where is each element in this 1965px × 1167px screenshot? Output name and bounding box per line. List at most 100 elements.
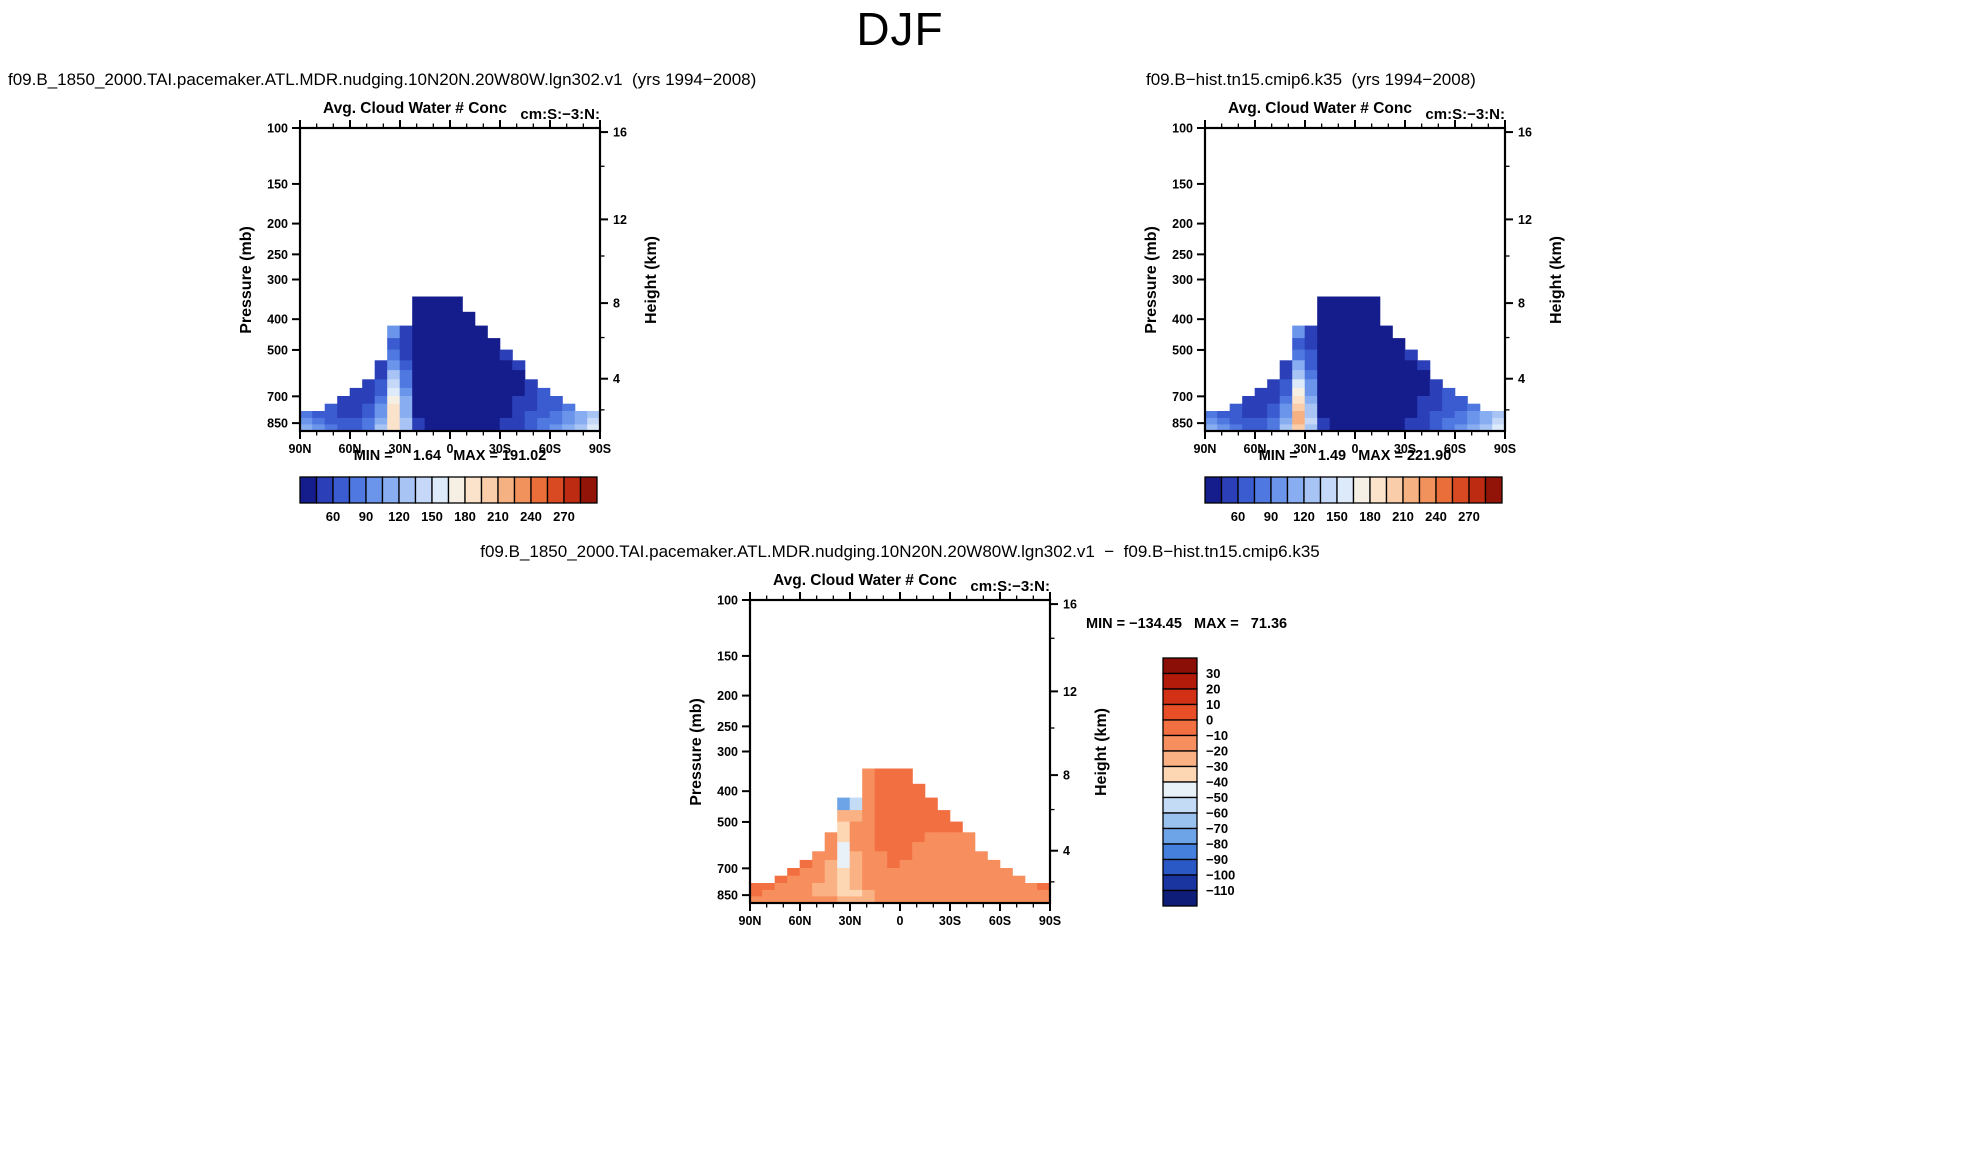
contour-cell — [1254, 387, 1268, 397]
contour-cell — [1429, 396, 1443, 405]
contour-cell — [1392, 417, 1406, 426]
colorbar-box — [332, 476, 351, 504]
contour-cell — [1392, 411, 1406, 419]
contour-cell — [1024, 889, 1038, 898]
contour-cell — [837, 832, 851, 843]
contour-cell — [412, 403, 426, 412]
contour-cell — [874, 889, 888, 898]
contour-cell — [437, 338, 451, 351]
contour-cell — [499, 387, 513, 397]
colorbar-label: 240 — [520, 509, 542, 524]
colorbar-label: 20 — [1206, 682, 1220, 697]
contour-cell — [1367, 387, 1381, 397]
colorbar-label: 180 — [1359, 509, 1381, 524]
colorbar-label: 150 — [1326, 509, 1348, 524]
contour-cell — [837, 883, 851, 891]
contour-cell — [974, 889, 988, 898]
contour-cell — [412, 325, 426, 339]
contour-cell — [424, 379, 438, 389]
contour-cell — [1354, 338, 1368, 351]
y-tick-label: 850 — [267, 417, 288, 431]
contour-cell — [987, 875, 1001, 884]
contour-cell — [1037, 896, 1051, 904]
contour-cell — [387, 360, 401, 371]
contour-cell — [399, 424, 413, 432]
contour-cell — [399, 338, 413, 351]
contour-cell — [1279, 360, 1293, 371]
contour-cell — [1354, 379, 1368, 389]
x-tick-label: 30S — [489, 442, 511, 456]
contour-cell — [474, 424, 488, 432]
y-tick-label: 300 — [1172, 273, 1193, 287]
contour-cell — [412, 296, 426, 313]
contour-cell — [1317, 379, 1331, 389]
contour-cell — [1367, 311, 1381, 327]
panel-a-title: Avg. Cloud Water # Conc — [322, 100, 507, 117]
contour-cell — [512, 396, 526, 405]
contour-cell — [937, 868, 951, 877]
contour-cell — [762, 889, 776, 898]
contour-cell — [337, 411, 351, 419]
contour-cell — [899, 875, 913, 884]
colorbar-box — [1162, 750, 1198, 768]
contour-cell — [1037, 889, 1051, 898]
contour-cell — [912, 896, 926, 904]
contour-cell — [1317, 396, 1331, 405]
contour-cell — [1204, 424, 1218, 432]
colorbar-label: 210 — [487, 509, 509, 524]
contour-cell — [1392, 349, 1406, 361]
contour-cell — [912, 851, 926, 861]
contour-cell — [862, 832, 876, 843]
contour-cell — [1417, 424, 1431, 432]
contour-cell — [987, 883, 1001, 891]
y2-tick-label: 16 — [1063, 598, 1077, 612]
contour-cell — [812, 859, 826, 869]
contour-cell — [524, 411, 538, 419]
contour-cell — [899, 797, 913, 811]
contour-cell — [862, 859, 876, 869]
contour-cell — [1379, 349, 1393, 361]
contour-cell — [1304, 370, 1318, 380]
contour-cell — [824, 851, 838, 861]
y2-tick-label: 12 — [613, 213, 627, 227]
contour-cell — [912, 783, 926, 799]
contour-cell — [1342, 349, 1356, 361]
contour-cell — [1012, 883, 1026, 891]
colorbar-box — [1468, 476, 1487, 504]
contour-cell — [549, 417, 563, 426]
contour-cell — [1467, 424, 1481, 432]
contour-cell — [449, 403, 463, 412]
colorbar-label: 0 — [1206, 713, 1213, 728]
contour-cell — [412, 411, 426, 419]
contour-cell — [1342, 296, 1356, 313]
colorbar-box — [1336, 476, 1355, 504]
colorbar-label: 270 — [553, 509, 575, 524]
contour-cell — [449, 360, 463, 371]
contour-cell — [1304, 360, 1318, 371]
contour-cell — [974, 875, 988, 884]
contour-cell — [462, 396, 476, 405]
contour-cell — [437, 360, 451, 371]
colorbar-box — [464, 476, 483, 504]
contour-cell — [812, 875, 826, 884]
x-tick-label: 30N — [1294, 442, 1317, 456]
contour-cell — [1304, 338, 1318, 351]
contour-cell — [1442, 403, 1456, 412]
contour-cell — [912, 797, 926, 811]
contour-cell — [1479, 424, 1493, 432]
contour-cell — [1492, 411, 1506, 419]
contour-cell — [487, 417, 501, 426]
contour-cell — [1354, 424, 1368, 432]
contour-cell — [499, 360, 513, 371]
contour-cell — [899, 896, 913, 904]
contour-cell — [1317, 338, 1331, 351]
contour-cell — [549, 396, 563, 405]
contour-cell — [1404, 417, 1418, 426]
contour-cell — [937, 883, 951, 891]
colorbar-label: 270 — [1458, 509, 1480, 524]
y-tick-label: 150 — [267, 177, 288, 191]
y-tick-label: 100 — [267, 122, 288, 136]
contour-cell — [1317, 325, 1331, 339]
contour-cell — [499, 379, 513, 389]
